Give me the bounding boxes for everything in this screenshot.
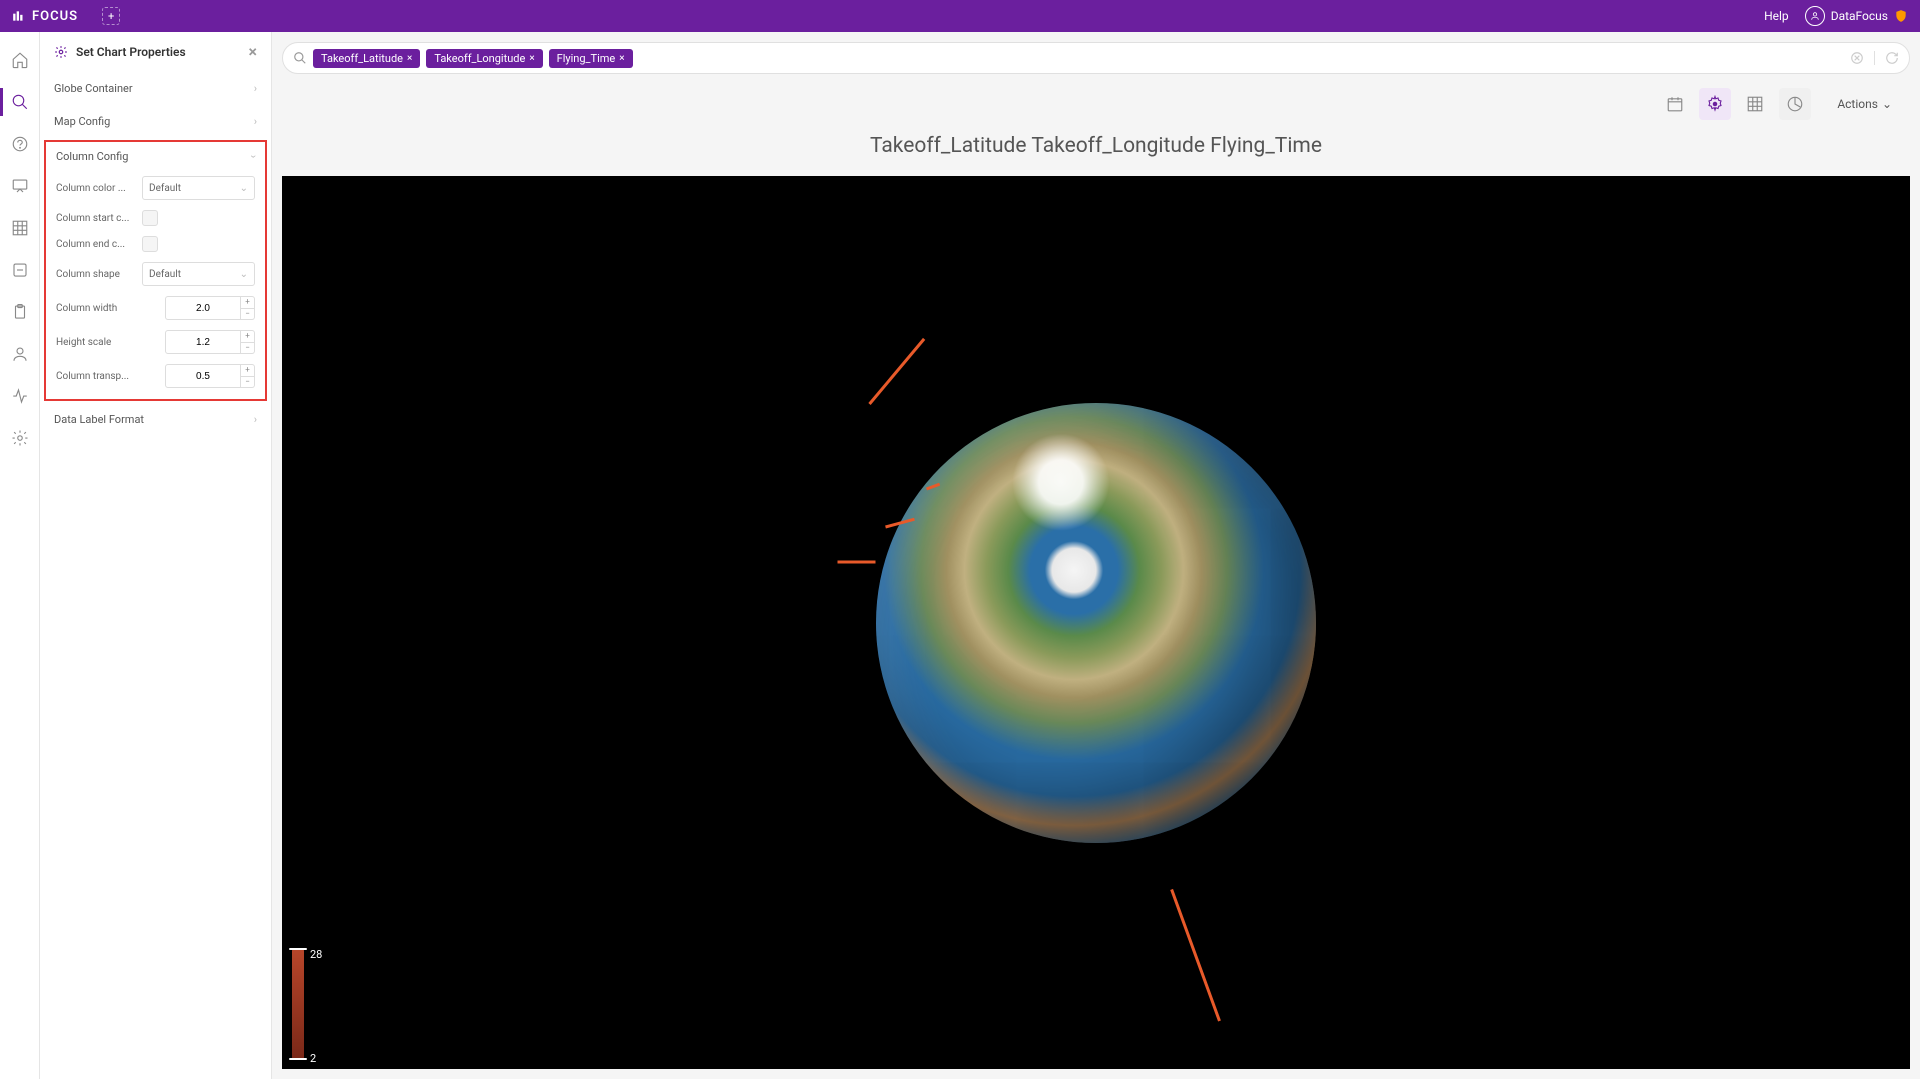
chevron-right-icon: › xyxy=(254,115,257,128)
tool-grid[interactable] xyxy=(1739,88,1771,120)
height-scale-input[interactable] xyxy=(165,330,241,354)
section-map-config[interactable]: Map Config › xyxy=(40,105,271,138)
nav-activity[interactable] xyxy=(0,376,40,416)
chip-remove-icon[interactable]: × xyxy=(529,53,534,64)
step-up[interactable]: + xyxy=(241,297,254,309)
nav-minus[interactable] xyxy=(0,250,40,290)
data-column-line xyxy=(837,561,875,564)
config-row-start-color: Column start c... xyxy=(46,205,265,231)
end-color-picker[interactable] xyxy=(142,236,158,252)
nav-present[interactable] xyxy=(0,166,40,206)
config-row-transparency: Column transp... +− xyxy=(46,359,265,393)
search-bar[interactable]: Takeoff_Latitude× Takeoff_Longitude× Flyin… xyxy=(282,42,1910,74)
chevron-down-icon: ⌄ xyxy=(240,269,248,280)
legend-gradient-bar xyxy=(292,949,304,1059)
section-column-config[interactable]: Column Config › xyxy=(46,142,265,171)
config-row-color-mode: Column color ... Default ⌄ xyxy=(46,171,265,205)
search-chip[interactable]: Takeoff_Latitude× xyxy=(313,49,420,68)
width-stepper[interactable]: +− xyxy=(165,296,255,320)
left-nav xyxy=(0,32,40,1079)
nav-user[interactable] xyxy=(0,334,40,374)
legend-max: 28 xyxy=(310,948,322,961)
help-link[interactable]: Help xyxy=(1764,9,1789,23)
chart-canvas[interactable]: 28 2 xyxy=(282,176,1910,1069)
nav-grid[interactable] xyxy=(0,208,40,248)
config-row-height-scale: Height scale +− xyxy=(46,325,265,359)
user-avatar-icon xyxy=(1805,6,1825,26)
panel-header: Set Chart Properties × xyxy=(40,32,271,72)
data-column-line xyxy=(868,338,925,405)
width-input[interactable] xyxy=(165,296,241,320)
chevron-down-icon: ⌄ xyxy=(240,183,248,194)
step-up[interactable]: + xyxy=(241,365,254,377)
brand-logo[interactable]: FOCUS xyxy=(12,9,78,24)
chip-remove-icon[interactable]: × xyxy=(619,53,624,64)
step-down[interactable]: − xyxy=(241,343,254,354)
brand-text: FOCUS xyxy=(32,9,78,24)
search-icon xyxy=(293,51,307,65)
gear-icon xyxy=(54,45,68,59)
chevron-right-icon: › xyxy=(254,82,257,95)
user-name: DataFocus xyxy=(1831,9,1888,23)
shield-icon xyxy=(1894,9,1908,23)
user-menu[interactable]: DataFocus xyxy=(1805,6,1908,26)
nav-home[interactable] xyxy=(0,40,40,80)
height-scale-stepper[interactable]: +− xyxy=(165,330,255,354)
start-color-picker[interactable] xyxy=(142,210,158,226)
chart-title: Takeoff_Latitude Takeoff_Longitude Flyin… xyxy=(282,130,1910,166)
refresh-icon[interactable] xyxy=(1885,51,1899,65)
data-column-line xyxy=(1170,889,1221,1022)
transparency-input[interactable] xyxy=(165,364,241,388)
search-chip[interactable]: Flying_Time× xyxy=(549,49,633,68)
actions-menu[interactable]: Actions ⌄ xyxy=(1827,91,1902,117)
config-row-width: Column width +− xyxy=(46,291,265,325)
config-row-shape: Column shape Default ⌄ xyxy=(46,257,265,291)
chevron-down-icon: ⌄ xyxy=(1882,97,1892,111)
chevron-right-icon: › xyxy=(254,413,257,426)
step-down[interactable]: − xyxy=(241,309,254,320)
search-chip[interactable]: Takeoff_Longitude× xyxy=(426,49,542,68)
tool-chart-type[interactable] xyxy=(1779,88,1811,120)
shape-select[interactable]: Default ⌄ xyxy=(142,262,255,286)
column-config-highlight: Column Config › Column color ... Default… xyxy=(44,140,267,401)
chart-toolbar: Actions ⌄ xyxy=(282,84,1910,120)
chip-remove-icon[interactable]: × xyxy=(407,53,412,64)
step-up[interactable]: + xyxy=(241,331,254,343)
chevron-down-icon: › xyxy=(247,155,260,158)
section-data-label-format[interactable]: Data Label Format › xyxy=(40,403,271,436)
globe-visualization xyxy=(876,403,1316,843)
brand-icon xyxy=(12,9,26,23)
panel-title: Set Chart Properties xyxy=(76,45,186,59)
top-bar: FOCUS + Help DataFocus xyxy=(0,0,1920,32)
step-down[interactable]: − xyxy=(241,377,254,388)
tool-calendar[interactable] xyxy=(1659,88,1691,120)
legend-min: 2 xyxy=(310,1052,316,1065)
clear-search-icon[interactable] xyxy=(1850,51,1864,65)
nav-search[interactable] xyxy=(0,82,40,122)
config-row-end-color: Column end c... xyxy=(46,231,265,257)
nav-settings[interactable] xyxy=(0,418,40,458)
color-mode-select[interactable]: Default ⌄ xyxy=(142,176,255,200)
properties-panel: Set Chart Properties × Globe Container ›… xyxy=(40,32,272,1079)
nav-clipboard[interactable] xyxy=(0,292,40,332)
tool-settings[interactable] xyxy=(1699,88,1731,120)
section-globe-container[interactable]: Globe Container › xyxy=(40,72,271,105)
add-button[interactable]: + xyxy=(102,7,120,25)
nav-help[interactable] xyxy=(0,124,40,164)
transparency-stepper[interactable]: +− xyxy=(165,364,255,388)
panel-close-button[interactable]: × xyxy=(249,44,258,60)
content-area: Takeoff_Latitude× Takeoff_Longitude× Flyin… xyxy=(272,32,1920,1079)
